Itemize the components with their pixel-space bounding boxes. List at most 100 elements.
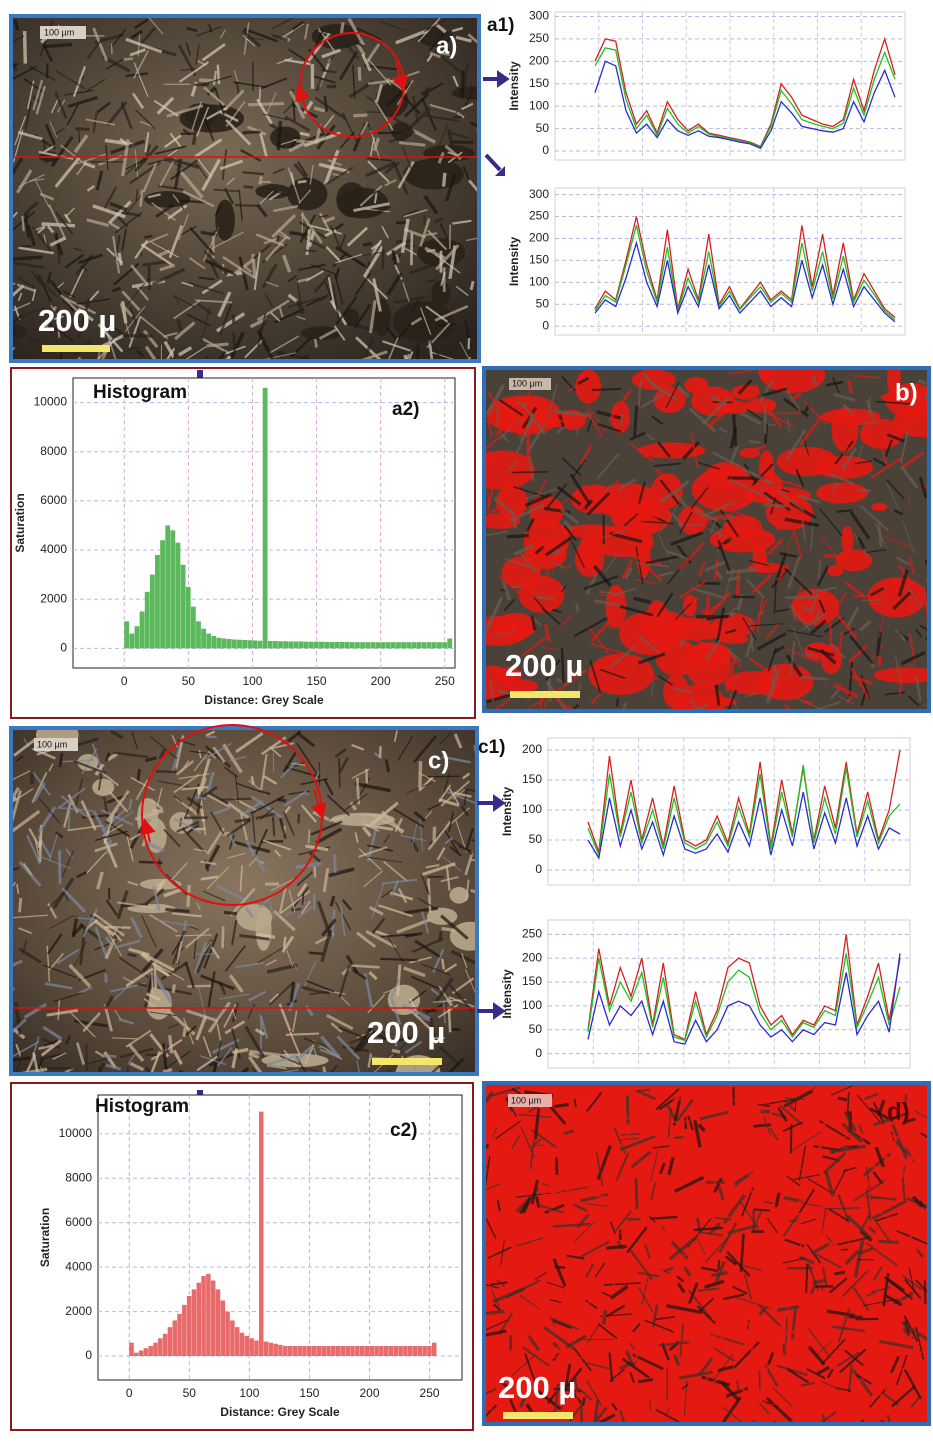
fiber: [800, 1219, 801, 1253]
fiber: [713, 1254, 725, 1255]
fiber: [813, 1280, 825, 1282]
fiber: [18, 246, 32, 247]
histogram-bar: [211, 636, 216, 648]
histogram-bar: [145, 592, 150, 649]
histogram-bar: [235, 1327, 240, 1356]
histogram-bar: [307, 1346, 312, 1356]
fiber: [278, 121, 280, 150]
histogram-bar: [211, 1280, 216, 1356]
blob: [827, 565, 843, 576]
histogram-bar: [340, 642, 345, 648]
histogram-bar: [273, 1344, 278, 1356]
fiber: [335, 855, 336, 873]
fiber: [124, 59, 133, 60]
histogram-bar: [396, 642, 401, 648]
fiber: [878, 1241, 899, 1242]
image-label: c): [428, 747, 449, 774]
fiber: [260, 176, 262, 184]
fiber: [537, 1315, 538, 1332]
histogram-bar: [237, 640, 242, 649]
fiber: [207, 344, 229, 346]
histogram-bar: [182, 1305, 187, 1356]
fiber: [392, 1050, 400, 1052]
fiber: [243, 132, 262, 133]
fiber: [25, 31, 26, 63]
histogram-bar: [170, 530, 175, 648]
fiber: [175, 935, 212, 936]
histogram-bar: [245, 1336, 250, 1356]
histogram-bar: [201, 629, 206, 649]
histogram-bar: [345, 642, 350, 648]
histogram-bar: [172, 1320, 177, 1356]
y-tick-label: 250: [522, 926, 542, 940]
fiber: [259, 86, 260, 102]
fiber: [444, 173, 445, 187]
fiber: [43, 45, 72, 47]
fiber: [273, 817, 274, 837]
histogram-bar: [278, 1345, 283, 1356]
y-tick-label: 200: [529, 231, 549, 245]
histogram-bar: [158, 1338, 163, 1356]
histogram-bar: [139, 1350, 144, 1356]
y-tick-label: 150: [529, 76, 549, 90]
histogram-bar: [181, 565, 186, 649]
fiber: [527, 1300, 528, 1312]
histogram-bar: [273, 641, 278, 648]
scale-bar: [42, 345, 110, 352]
fiber: [220, 799, 251, 800]
y-tick-label: 200: [522, 742, 542, 756]
blob: [215, 200, 235, 241]
histogram-bar: [299, 641, 304, 648]
fiber: [233, 315, 234, 324]
fiber: [512, 472, 549, 473]
histogram-bar: [186, 587, 191, 648]
annotation: Histogram: [95, 1096, 189, 1117]
y-tick-label: 0: [535, 1046, 542, 1060]
histogram-bar: [187, 1296, 192, 1356]
blob: [449, 887, 468, 904]
histogram-bar: [288, 641, 293, 648]
fiber: [918, 381, 926, 384]
histogram-bar: [432, 1343, 437, 1356]
histogram-bar: [168, 1327, 173, 1356]
histogram-bar: [197, 1283, 202, 1356]
fiber: [569, 1197, 570, 1209]
fiber: [9, 257, 42, 259]
histogram-bar: [176, 543, 181, 649]
histogram-bar: [283, 1346, 288, 1356]
histogram-bar: [321, 1346, 326, 1356]
histogram-bar: [283, 641, 288, 648]
blob: [468, 616, 529, 646]
y-tick-label: 300: [529, 187, 549, 201]
y-axis-label: Intensity: [507, 61, 521, 111]
panel-label: a2): [392, 399, 419, 420]
fiber: [819, 1143, 821, 1151]
y-tick-label: 250: [529, 31, 549, 45]
fiber: [753, 1209, 754, 1230]
fiber: [907, 665, 915, 666]
y-tick-label: 50: [536, 121, 550, 135]
histogram-bar: [163, 1334, 168, 1356]
fiber: [434, 827, 435, 842]
histogram-bar: [386, 642, 391, 648]
histogram-bar: [206, 1274, 211, 1356]
histogram-bar: [252, 640, 257, 648]
histogram-bar: [442, 642, 447, 648]
histogram-bar: [206, 634, 211, 649]
histogram-bar: [370, 642, 375, 648]
fiber: [243, 187, 253, 188]
histogram-bar: [401, 642, 406, 648]
histogram-bar: [335, 642, 340, 648]
fiber: [592, 389, 621, 390]
y-tick-label: 0: [542, 143, 549, 157]
panel-label: c2): [390, 1120, 417, 1141]
fiber: [736, 1189, 737, 1205]
fiber: [223, 926, 224, 948]
y-tick-label: 150: [529, 253, 549, 267]
fiber: [581, 1405, 582, 1422]
fiber: [342, 22, 343, 33]
fiber: [636, 1349, 637, 1366]
histogram-bar: [134, 1353, 139, 1356]
x-tick-label: 0: [126, 1386, 133, 1400]
fiber: [163, 1070, 172, 1072]
